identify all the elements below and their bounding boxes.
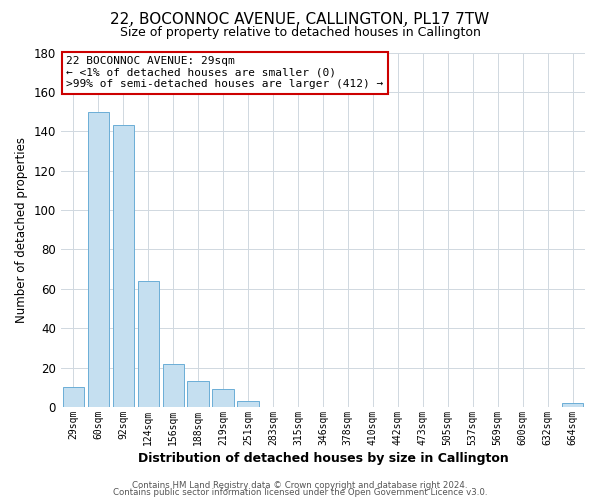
Bar [212, 390, 233, 407]
Text: Size of property relative to detached houses in Callington: Size of property relative to detached ho… [119, 26, 481, 39]
Text: Contains public sector information licensed under the Open Government Licence v3: Contains public sector information licen… [113, 488, 487, 497]
Bar [62, 388, 84, 407]
Text: 22, BOCONNOC AVENUE, CALLINGTON, PL17 7TW: 22, BOCONNOC AVENUE, CALLINGTON, PL17 7T… [110, 12, 490, 28]
Text: 22 BOCONNOC AVENUE: 29sqm
← <1% of detached houses are smaller (0)
>99% of semi-: 22 BOCONNOC AVENUE: 29sqm ← <1% of detac… [66, 56, 383, 89]
Bar [163, 364, 184, 407]
Bar [88, 112, 109, 407]
Text: Contains HM Land Registry data © Crown copyright and database right 2024.: Contains HM Land Registry data © Crown c… [132, 480, 468, 490]
Bar [238, 401, 259, 407]
Y-axis label: Number of detached properties: Number of detached properties [15, 137, 28, 323]
Bar [137, 281, 159, 407]
Bar [187, 382, 209, 407]
Bar [562, 403, 583, 407]
Bar [113, 126, 134, 407]
X-axis label: Distribution of detached houses by size in Callington: Distribution of detached houses by size … [137, 452, 508, 465]
